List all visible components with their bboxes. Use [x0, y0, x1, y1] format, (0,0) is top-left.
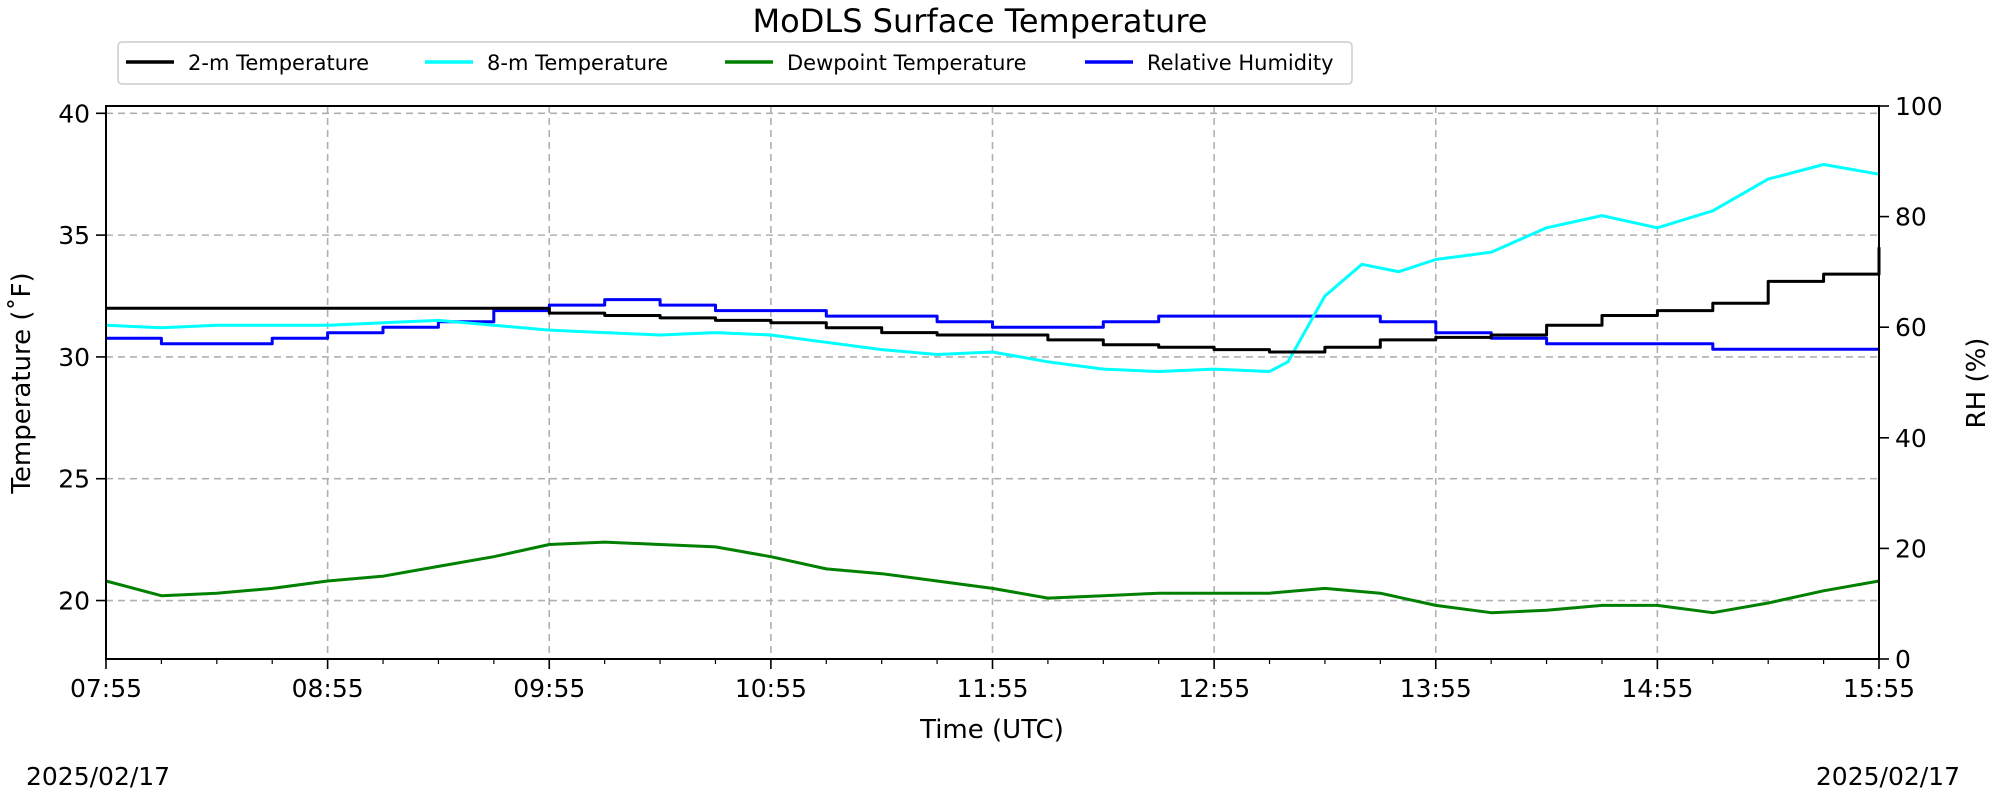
series-line-2-m-temperature	[106, 247, 1881, 354]
y-tick-label-right: 20	[1895, 534, 1927, 563]
y-tick-label-right: 40	[1895, 424, 1927, 453]
x-tick-label: 14:55	[1621, 674, 1693, 703]
axis-ticks: 07:55 08:55 09:55 10:55 11:55 12:55 13:55 14:55…	[58, 92, 1943, 703]
y-tick-label-left: 40	[58, 99, 90, 128]
legend-label: 2-m Temperature	[188, 51, 369, 75]
y-tick-label-left: 20	[58, 587, 90, 616]
x-tick-label: 10:55	[735, 674, 807, 703]
y-axis-label-right: RH (%)	[1962, 338, 1992, 429]
legend-label: 8-m Temperature	[487, 51, 668, 75]
y-tick-label-right: 60	[1895, 313, 1927, 342]
y-tick-label-right: 0	[1895, 645, 1911, 674]
y-axis-label-left: Temperature (˚F)	[7, 272, 37, 494]
y-tick-label-left: 30	[58, 343, 90, 372]
series-line-relative-humidity	[106, 298, 1879, 351]
x-tick-label: 11:55	[956, 674, 1028, 703]
x-tick-label: 07:55	[70, 674, 142, 703]
series-line-dewpoint-temperature	[105, 540, 1880, 615]
legend-label: Dewpoint Temperature	[787, 51, 1027, 75]
x-tick-label: 12:55	[1178, 674, 1250, 703]
series-lines	[105, 163, 1881, 615]
x-tick-label: 08:55	[292, 674, 364, 703]
date-label-left: 2025/02/17	[26, 762, 170, 791]
x-tick-label: 13:55	[1400, 674, 1472, 703]
y-tick-label-left: 35	[58, 221, 90, 250]
legend-label: Relative Humidity	[1147, 51, 1334, 75]
x-axis-label: Time (UTC)	[919, 715, 1064, 745]
series-line-8-m-temperature	[105, 163, 1880, 373]
legend: 2-m Temperature 8-m Temperature Dewpoint T…	[117, 41, 1353, 85]
y-tick-label-left: 25	[58, 465, 90, 494]
y-tick-label-right: 80	[1895, 203, 1927, 232]
y-tick-label-right: 100	[1895, 92, 1943, 121]
date-label-right: 2025/02/17	[1816, 762, 1960, 791]
x-tick-label: 09:55	[513, 674, 585, 703]
chart-title: MoDLS Surface Temperature	[753, 2, 1208, 40]
x-tick-label: 15:55	[1843, 674, 1915, 703]
